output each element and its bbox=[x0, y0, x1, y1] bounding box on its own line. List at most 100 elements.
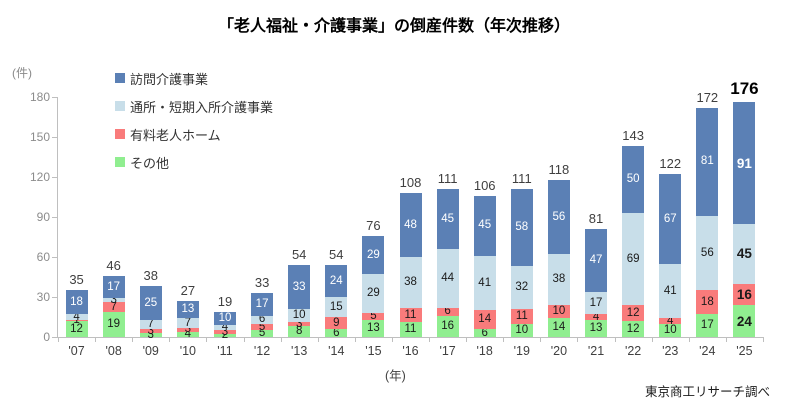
bar-segment-訪問介護事業 bbox=[251, 293, 274, 316]
y-axis-tick bbox=[52, 297, 58, 298]
x-axis-tick bbox=[503, 337, 505, 342]
bar-segment-有料老人ホーム bbox=[288, 322, 311, 327]
bar-total-value: 81 bbox=[588, 211, 604, 226]
legend-item-3: その他 bbox=[115, 148, 273, 176]
bar-total-value: 46 bbox=[106, 257, 121, 273]
bar-segment-有料老人ホーム bbox=[510, 309, 533, 324]
y-axis-unit-label: (件) bbox=[12, 66, 32, 80]
bar-segment-有料老人ホーム bbox=[585, 314, 608, 320]
bar-segment-有料老人ホーム bbox=[362, 313, 385, 320]
bar-segment-その他 bbox=[325, 329, 348, 337]
y-axis-tick-label: 150 bbox=[29, 130, 50, 144]
x-axis-tick bbox=[280, 337, 282, 342]
bar-segment-訪問介護事業 bbox=[585, 229, 608, 292]
x-axis-category-label: '07 bbox=[68, 344, 85, 358]
legend-swatch-icon bbox=[115, 157, 125, 167]
x-axis-category-label: '10 bbox=[179, 344, 196, 358]
legend-item-1: 通所・短期入所介護事業 bbox=[115, 92, 273, 120]
bar-segment-その他 bbox=[547, 318, 570, 337]
bar-segment-訪問介護事業 bbox=[176, 301, 199, 319]
legend-label: 訪問介護事業 bbox=[130, 71, 209, 87]
bar-segment-通所・短期入所介護事業 bbox=[176, 318, 199, 328]
bar-segment-訪問介護事業 bbox=[659, 174, 682, 264]
bar-segment-その他 bbox=[213, 334, 236, 337]
x-axis-tick bbox=[132, 337, 134, 342]
bar-segment-有料老人ホーム bbox=[622, 305, 645, 321]
bar-segment-通所・短期入所介護事業 bbox=[585, 291, 608, 315]
bar-segment-通所・短期入所介護事業 bbox=[399, 257, 422, 308]
y-axis-tick bbox=[52, 257, 58, 258]
bar-total-value: 33 bbox=[254, 275, 270, 290]
bar-total-value: 106 bbox=[473, 177, 496, 193]
bar-total-value: 176 bbox=[730, 79, 759, 99]
bar-segment-その他 bbox=[622, 321, 645, 337]
bar-segment-通所・短期入所介護事業 bbox=[510, 266, 533, 309]
x-axis-category-label: '20 bbox=[550, 344, 568, 358]
chart-title: 「老人福祉・介護事業」の倒産件数（年次推移） bbox=[217, 18, 570, 35]
legend-item-0: 訪問介護事業 bbox=[115, 64, 273, 92]
bar-segment-訪問介護事業 bbox=[510, 189, 533, 267]
bar-segment-訪問介護事業 bbox=[622, 146, 645, 213]
bar-total-value: 111 bbox=[437, 171, 458, 186]
y-axis-tick bbox=[52, 217, 58, 218]
bar-total-value: 111 bbox=[511, 171, 532, 186]
x-axis-category-label: '22 bbox=[624, 344, 642, 358]
bar-segment-その他 bbox=[585, 319, 608, 337]
source-note: 東京商工リサーチ調べ bbox=[644, 385, 770, 399]
bar-total-value: 27 bbox=[180, 283, 196, 298]
legend-label: 有料老人ホーム bbox=[130, 127, 221, 143]
bar-segment-訪問介護事業 bbox=[362, 235, 385, 275]
bar-segment-その他 bbox=[510, 323, 533, 337]
x-axis-tick bbox=[354, 337, 356, 342]
x-axis-category-label: '19 bbox=[513, 344, 530, 358]
x-axis-tick bbox=[429, 337, 431, 342]
bar-segment-有料老人ホーム bbox=[547, 305, 570, 319]
bar-segment-訪問介護事業 bbox=[696, 107, 719, 216]
legend: 訪問介護事業通所・短期入所介護事業有料老人ホームその他 bbox=[115, 64, 273, 176]
x-axis-tick bbox=[577, 337, 579, 342]
bar-segment-有料老人ホーム bbox=[733, 283, 756, 305]
bar-segment-通所・短期入所介護事業 bbox=[622, 213, 645, 305]
bar-segment-有料老人ホーム bbox=[399, 307, 422, 323]
y-axis-tick-label: 120 bbox=[29, 170, 50, 184]
x-axis-tick bbox=[763, 337, 764, 342]
bar-total-value: 122 bbox=[659, 156, 682, 172]
x-axis-tick bbox=[651, 337, 653, 342]
x-axis-tick bbox=[466, 337, 468, 342]
x-axis-unit-label: (年) bbox=[385, 369, 406, 383]
bar-total-value: 19 bbox=[217, 293, 233, 309]
legend-item-2: 有料老人ホーム bbox=[115, 120, 273, 148]
legend-swatch-icon bbox=[115, 73, 125, 83]
x-axis-category-label: '14 bbox=[328, 344, 345, 358]
y-axis-tick-label: 90 bbox=[36, 210, 50, 224]
x-axis-tick bbox=[688, 337, 690, 342]
x-axis-tick bbox=[317, 337, 319, 342]
x-axis-tick bbox=[725, 337, 727, 342]
x-axis-category-label: '15 bbox=[365, 344, 382, 358]
y-axis-tick bbox=[52, 337, 58, 338]
bar-total-value: 54 bbox=[291, 247, 307, 262]
x-axis-tick bbox=[169, 337, 171, 342]
bar-segment-通所・短期入所介護事業 bbox=[436, 249, 459, 308]
bar-segment-通所・短期入所介護事業 bbox=[547, 254, 570, 305]
bar-segment-通所・短期入所介護事業 bbox=[213, 325, 236, 331]
bar-segment-有料老人ホーム bbox=[139, 329, 162, 333]
x-axis-category-label: '17 bbox=[439, 344, 456, 358]
bar-segment-その他 bbox=[733, 305, 756, 337]
legend-swatch-icon bbox=[115, 101, 125, 111]
bar-segment-その他 bbox=[659, 323, 682, 337]
bar-segment-その他 bbox=[251, 330, 274, 337]
bar-segment-訪問介護事業 bbox=[139, 286, 162, 320]
bar-total-value: 38 bbox=[143, 268, 158, 284]
bar-segment-有料老人ホーム bbox=[436, 307, 459, 316]
x-axis-tick bbox=[391, 337, 393, 342]
legend-swatch-icon bbox=[115, 129, 125, 139]
x-axis-category-label: '23 bbox=[662, 344, 679, 358]
y-axis-tick-label: 180 bbox=[29, 90, 50, 104]
x-axis-tick bbox=[58, 337, 59, 342]
bar-segment-訪問介護事業 bbox=[399, 193, 422, 257]
bar-segment-訪問介護事業 bbox=[102, 275, 125, 299]
bar-segment-通所・短期入所介護事業 bbox=[65, 314, 88, 320]
bar-segment-通所・短期入所介護事業 bbox=[251, 315, 274, 324]
